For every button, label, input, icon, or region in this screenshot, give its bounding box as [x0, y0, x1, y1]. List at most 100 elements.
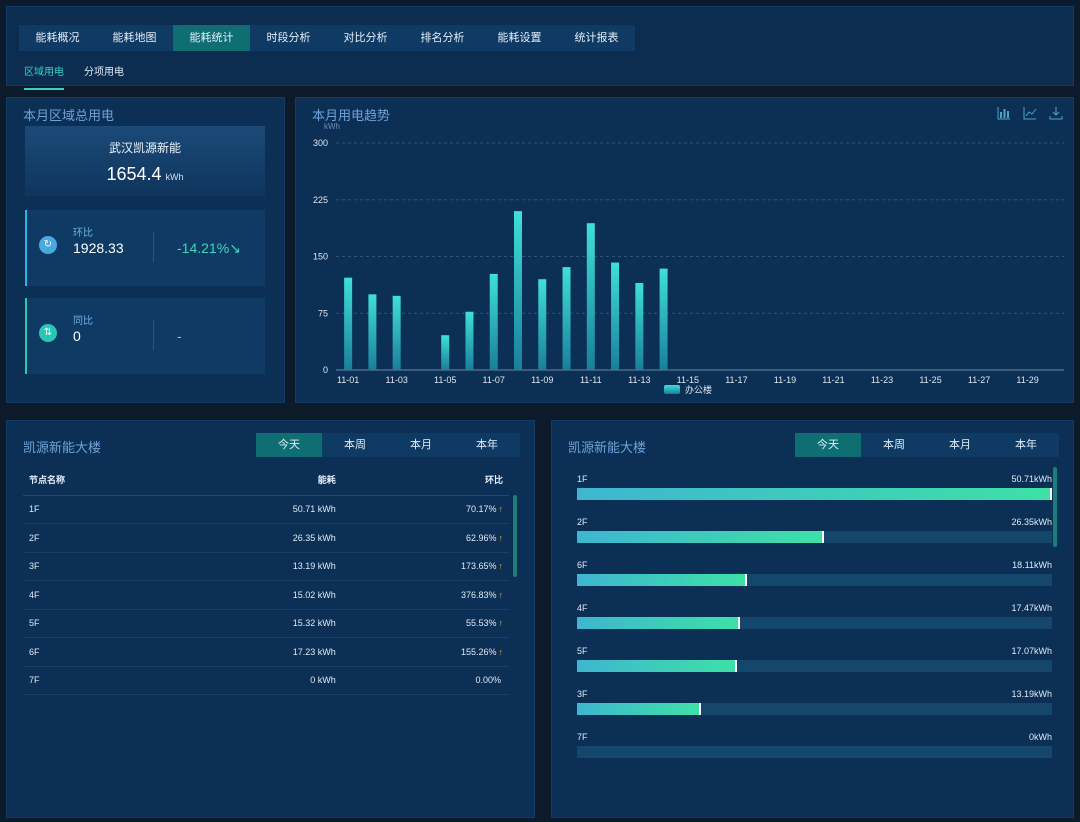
arrow-up-icon: ↑	[498, 589, 504, 600]
rank-bar-track	[577, 531, 1052, 543]
rank-bar-track	[577, 488, 1052, 500]
table-row[interactable]: 6F 17.23 kWh 155.26% ↑	[23, 637, 509, 667]
ratio-text: 55.53%	[465, 618, 497, 629]
mom-value: 1928.33	[73, 240, 124, 256]
x-tick-label: 11-17	[725, 375, 747, 385]
bar	[562, 267, 571, 370]
ranking-title: 凯源新能大楼	[568, 440, 647, 455]
cell-name: 2F	[23, 523, 172, 553]
total-number: 1654.4	[106, 164, 162, 184]
arrow-up-icon: ↑	[498, 504, 504, 515]
header-ratio: 环比	[341, 465, 509, 496]
bar	[514, 211, 522, 370]
total-value: 1654.4 kWh	[25, 164, 265, 185]
ranking-scrollbar[interactable]	[1053, 467, 1057, 547]
subtab-item-power[interactable]: 分项用电	[84, 67, 124, 78]
y-tick-label: 300	[313, 138, 328, 148]
cell-name: 7F	[23, 666, 172, 695]
x-tick-label: 11-27	[968, 375, 990, 385]
total-card: 武汉凯源新能 1654.4 kWh	[25, 126, 265, 196]
arrow-up-icon: ↑	[498, 646, 504, 657]
x-tick-label: 11-25	[919, 375, 941, 385]
refresh-icon: ↻	[39, 236, 57, 254]
ranking-period-tabs: 今天 本周 本月 本年	[795, 433, 1059, 457]
bar-chart-icon[interactable]	[997, 106, 1011, 120]
yoy-value: 0	[73, 328, 81, 344]
arrow-up-icon: ↑	[498, 618, 504, 629]
x-tick-label: 11-21	[822, 375, 844, 385]
rank-item: 7F 0kWh	[577, 732, 1052, 762]
table-scrollbar[interactable]	[513, 495, 517, 577]
tab-reports[interactable]: 统计报表	[574, 32, 619, 44]
rank-value: 17.07kWh	[1011, 646, 1052, 656]
tab-overview[interactable]: 能耗概况	[35, 32, 80, 44]
subtab-area-power[interactable]: 区域用电	[24, 63, 64, 90]
tab-settings[interactable]: 能耗设置	[497, 32, 542, 44]
period-today[interactable]: 今天	[256, 433, 322, 457]
x-tick-label: 11-07	[483, 375, 505, 385]
tab-statistics[interactable]: 能耗统计	[173, 25, 250, 51]
rank-item: 1F 50.71kWh	[577, 474, 1052, 504]
table-row[interactable]: 3F 13.19 kWh 173.65% ↑	[23, 552, 509, 581]
cell-name: 6F	[23, 637, 172, 667]
tab-compare-analysis[interactable]: 对比分析	[343, 32, 388, 44]
period-month[interactable]: 本月	[949, 439, 971, 451]
rank-bar-track	[577, 617, 1052, 629]
cell-name: 1F	[23, 495, 172, 524]
rank-item: 4F 17.47kWh	[577, 603, 1052, 633]
rank-value: 17.47kWh	[1011, 603, 1052, 613]
table-row[interactable]: 1F 50.71 kWh 70.17% ↑	[23, 495, 509, 524]
rank-name: 5F	[577, 646, 588, 656]
bar	[611, 262, 620, 370]
period-year[interactable]: 本年	[476, 439, 498, 451]
arrow-up-icon: ↑	[498, 532, 504, 543]
cell-name: 3F	[23, 552, 172, 581]
x-tick-label: 11-13	[628, 375, 650, 385]
cell-energy: 15.32 kWh	[171, 609, 342, 638]
period-year[interactable]: 本年	[1015, 439, 1037, 451]
trend-chart-panel: 本月用电趋势 kWh 0 75 150 225 300 11-01 11-03 11-05 11-…	[295, 97, 1074, 403]
rank-bar-fill	[577, 660, 738, 672]
rank-value: 26.35kWh	[1011, 517, 1052, 527]
table-title: 凯源新能大楼	[23, 440, 102, 455]
ratio-text: 62.96%	[465, 532, 497, 543]
table-row[interactable]: 5F 15.32 kWh 55.53% ↑	[23, 609, 509, 638]
cell-energy: 13.19 kWh	[171, 552, 342, 581]
rank-name: 1F	[577, 474, 588, 484]
ratio-text: 155.26%	[460, 646, 497, 657]
node-table-panel: 凯源新能大楼 今天 本周 本月 本年 节点名称 能耗 环比 1F 50.71 k…	[6, 420, 535, 818]
yoy-card: ⇅ 同比 0 -	[25, 298, 265, 374]
tab-map[interactable]: 能耗地图	[112, 32, 157, 44]
cell-ratio: 55.53% ↑	[341, 609, 509, 638]
bar	[489, 273, 498, 370]
x-tick-label: 11-11	[580, 375, 602, 385]
x-tick-label: 11-29	[1016, 375, 1038, 385]
cell-ratio: 0.00%	[341, 666, 509, 695]
legend-label: 办公楼	[685, 384, 712, 395]
energy-table: 节点名称 能耗 环比 1F 50.71 kWh 70.17% ↑ 2F 26.35…	[23, 465, 509, 695]
rank-value: 50.71kWh	[1011, 474, 1052, 484]
x-tick-label: 11-09	[531, 375, 553, 385]
download-icon[interactable]	[1049, 106, 1063, 120]
chart-toolbar	[997, 106, 1063, 120]
ratio-text: 0.00%	[475, 675, 501, 686]
table-row[interactable]: 7F 0 kWh 0.00%	[23, 666, 509, 695]
cell-ratio: 62.96% ↑	[341, 523, 509, 553]
period-today[interactable]: 今天	[795, 433, 861, 457]
period-week[interactable]: 本周	[344, 439, 366, 451]
x-tick-label: 11-01	[337, 375, 359, 385]
bar	[392, 295, 401, 370]
line-chart-icon[interactable]	[1023, 106, 1037, 120]
trend-title: 本月用电趋势	[312, 108, 391, 123]
tab-time-analysis[interactable]: 时段分析	[266, 32, 311, 44]
tab-ranking-analysis[interactable]: 排名分析	[420, 32, 465, 44]
header-node-name: 节点名称	[23, 465, 172, 496]
period-month[interactable]: 本月	[410, 439, 432, 451]
table-row[interactable]: 4F 15.02 kWh 376.83% ↑	[23, 580, 509, 610]
period-week[interactable]: 本周	[883, 439, 905, 451]
cell-name: 5F	[23, 609, 172, 638]
table-row[interactable]: 2F 26.35 kWh 62.96% ↑	[23, 523, 509, 553]
x-tick-label: 11-15	[677, 375, 699, 385]
summary-title: 本月区域总用电	[23, 108, 115, 123]
rank-name: 3F	[577, 689, 588, 699]
